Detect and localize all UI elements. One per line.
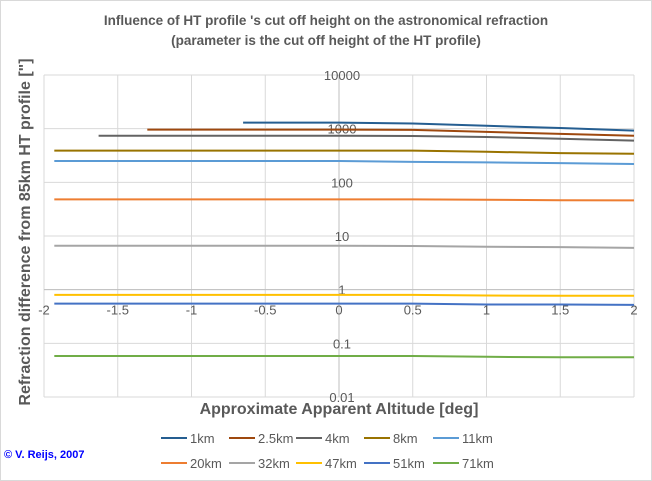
y-tick-label: 10 — [335, 229, 349, 244]
x-tick-label: 2 — [630, 303, 637, 318]
legend-label-32km: 32km — [258, 456, 290, 471]
legend-label-4km: 4km — [325, 431, 350, 446]
x-tick-label: 1 — [483, 303, 490, 318]
y-tick-label: 0.1 — [333, 336, 351, 351]
series-line-51km — [54, 302, 635, 306]
legend-label-47km: 47km — [325, 456, 357, 471]
x-tick-label: -0.5 — [254, 303, 276, 318]
legend-label-1km: 1km — [190, 431, 215, 446]
series-line-2.5km — [147, 128, 635, 137]
legend-label-20km: 20km — [190, 456, 222, 471]
legend-label-2.5km: 2.5km — [258, 431, 293, 446]
x-tick-label: 1.5 — [551, 303, 569, 318]
series-line-47km — [54, 293, 634, 297]
x-tick-label: 0 — [335, 303, 342, 318]
chart-subtitle: (parameter is the cut off height of the … — [171, 33, 481, 48]
y-tick-label: 10000 — [324, 68, 360, 83]
x-tick-label: -1.5 — [107, 303, 129, 318]
series-line-71km — [54, 355, 634, 359]
y-tick-label: 0.01 — [329, 390, 354, 405]
x-tick-label: 0.5 — [404, 303, 422, 318]
x-tick-label: -1 — [186, 303, 198, 318]
y-axis-label: Refraction difference from 85km HT profi… — [17, 58, 34, 406]
series-line-32km — [54, 244, 635, 249]
legend-label-8km: 8km — [393, 431, 418, 446]
x-tick-label: -2 — [38, 303, 50, 318]
y-tick-label: 100 — [331, 175, 353, 190]
series-line-11km — [54, 160, 635, 165]
y-tick-label: 1 — [338, 283, 345, 298]
legend-label-11km: 11km — [462, 431, 493, 446]
legend-label-51km: 51km — [393, 456, 425, 471]
copyright-text: © V. Reijs, 2007 — [4, 449, 85, 461]
legend-label-71km: 71km — [462, 456, 494, 471]
x-axis-label: Approximate Apparent Altitude [deg] — [199, 401, 479, 418]
series-line-8km — [54, 149, 635, 155]
chart-title: Influence of HT profile 's cut off heigh… — [103, 13, 549, 28]
series-line-20km — [54, 198, 635, 202]
series-line-1km — [243, 121, 635, 132]
series-line-4km — [98, 134, 635, 142]
